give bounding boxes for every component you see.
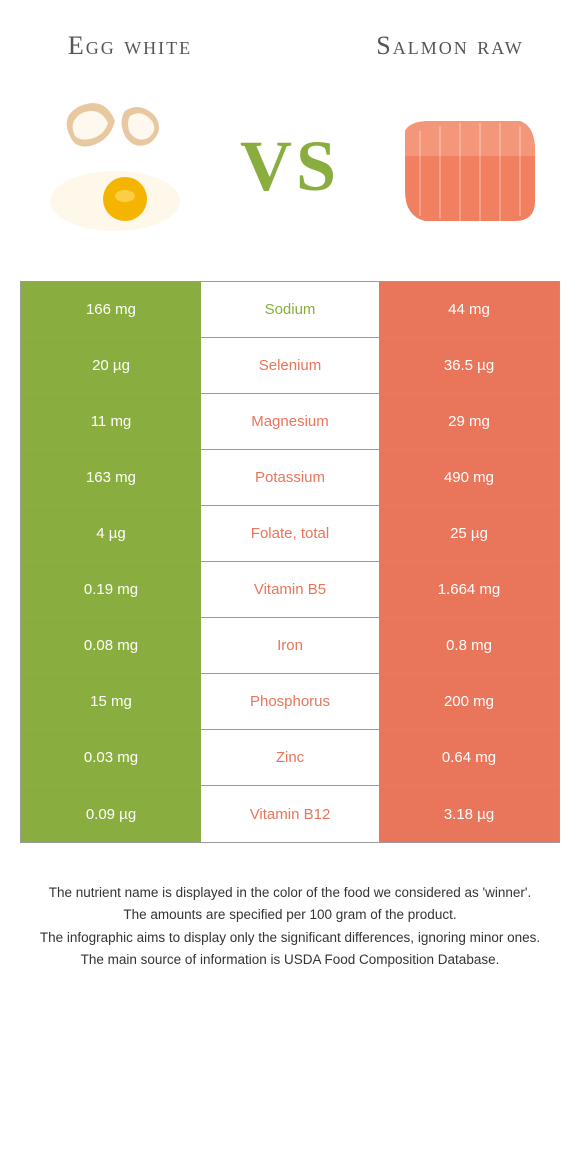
- left-value: 0.03 mg: [21, 730, 201, 785]
- nutrient-label: Vitamin B12: [201, 786, 379, 842]
- left-value: 0.19 mg: [21, 562, 201, 617]
- right-value: 25 µg: [379, 506, 559, 561]
- left-value: 20 µg: [21, 338, 201, 393]
- table-row: 20 µgSelenium36.5 µg: [21, 338, 559, 394]
- left-value: 4 µg: [21, 506, 201, 561]
- table-row: 0.03 mgZinc0.64 mg: [21, 730, 559, 786]
- vs-label: VS: [240, 125, 340, 208]
- table-row: 166 mgSodium44 mg: [21, 282, 559, 338]
- left-value: 166 mg: [21, 282, 201, 337]
- nutrient-label: Iron: [201, 618, 379, 673]
- right-value: 1.664 mg: [379, 562, 559, 617]
- right-value: 0.8 mg: [379, 618, 559, 673]
- nutrient-label: Magnesium: [201, 394, 379, 449]
- left-value: 0.08 mg: [21, 618, 201, 673]
- left-value: 15 mg: [21, 674, 201, 729]
- nutrient-label: Vitamin B5: [201, 562, 379, 617]
- salmon-image: [380, 81, 550, 251]
- table-row: 0.19 mgVitamin B51.664 mg: [21, 562, 559, 618]
- hero-row: VS: [0, 71, 580, 281]
- footer-line: The nutrient name is displayed in the co…: [30, 883, 550, 903]
- right-value: 3.18 µg: [379, 786, 559, 842]
- table-row: 0.08 mgIron0.8 mg: [21, 618, 559, 674]
- nutrient-label: Zinc: [201, 730, 379, 785]
- table-row: 0.09 µgVitamin B123.18 µg: [21, 786, 559, 842]
- left-value: 163 mg: [21, 450, 201, 505]
- nutrient-label: Selenium: [201, 338, 379, 393]
- table-row: 15 mgPhosphorus200 mg: [21, 674, 559, 730]
- nutrient-table: 166 mgSodium44 mg20 µgSelenium36.5 µg11 …: [20, 281, 560, 843]
- egg-white-image: [30, 81, 200, 251]
- table-row: 4 µgFolate, total25 µg: [21, 506, 559, 562]
- footer-notes: The nutrient name is displayed in the co…: [30, 883, 550, 970]
- right-value: 0.64 mg: [379, 730, 559, 785]
- nutrient-label: Sodium: [201, 282, 379, 337]
- table-row: 163 mgPotassium490 mg: [21, 450, 559, 506]
- footer-line: The infographic aims to display only the…: [30, 928, 550, 948]
- nutrient-label: Potassium: [201, 450, 379, 505]
- nutrient-label: Folate, total: [201, 506, 379, 561]
- left-value: 11 mg: [21, 394, 201, 449]
- right-value: 490 mg: [379, 450, 559, 505]
- footer-line: The amounts are specified per 100 gram o…: [30, 905, 550, 925]
- right-value: 36.5 µg: [379, 338, 559, 393]
- right-value: 29 mg: [379, 394, 559, 449]
- nutrient-label: Phosphorus: [201, 674, 379, 729]
- left-value: 0.09 µg: [21, 786, 201, 842]
- right-value: 200 mg: [379, 674, 559, 729]
- header: Egg white Salmon raw: [0, 0, 580, 71]
- right-food-title: Salmon raw: [360, 30, 540, 61]
- right-value: 44 mg: [379, 282, 559, 337]
- left-food-title: Egg white: [40, 30, 220, 61]
- table-row: 11 mgMagnesium29 mg: [21, 394, 559, 450]
- footer-line: The main source of information is USDA F…: [30, 950, 550, 970]
